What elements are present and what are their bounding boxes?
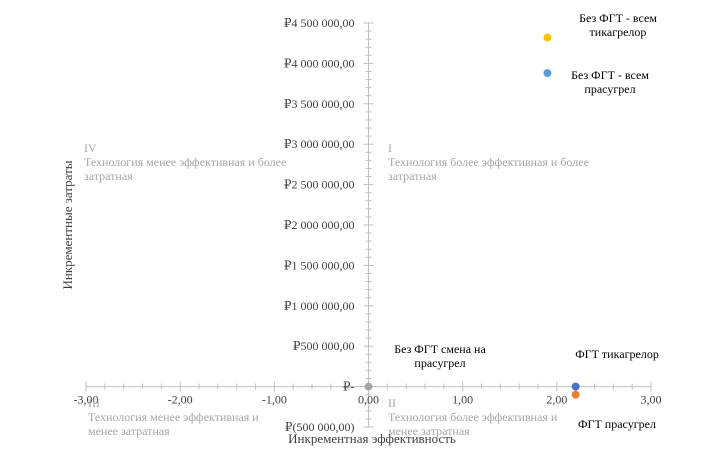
y-tick-label: ₽3 500 000,00 bbox=[284, 97, 355, 111]
quadrant-numeral: II bbox=[388, 396, 396, 410]
point-label: Без ФГТ смена на прасугрел bbox=[394, 342, 486, 370]
x-tick-label: -1,00 bbox=[262, 393, 287, 407]
x-tick-label: 0,00 bbox=[358, 393, 379, 407]
scatter-point bbox=[364, 382, 373, 391]
axes bbox=[85, 22, 652, 428]
y-axis-label: Инкрементные затраты bbox=[60, 160, 75, 289]
quadrant-numeral: III bbox=[88, 396, 100, 410]
y-tick-label: ₽2 500 000,00 bbox=[284, 178, 355, 192]
x-tick-label: -3,00 bbox=[74, 393, 99, 407]
y-tick-label: ₽4 500 000,00 bbox=[284, 16, 355, 30]
scatter-point bbox=[543, 33, 552, 42]
y-tick-labels: ₽4 500 000,00 ₽4 000 000,00 ₽3 500 000,00 ₽… bbox=[284, 16, 355, 434]
x-tick-label: -2,00 bbox=[168, 393, 193, 407]
quadrant-text: Технология более эффективная и более затр… bbox=[388, 155, 589, 183]
quadrant-numeral: I bbox=[388, 141, 392, 155]
y-tick-label: ₽1 500 000,00 bbox=[284, 258, 355, 272]
y-tick-label: ₽4 000 000,00 bbox=[284, 56, 355, 70]
quadrant-text: Технология менее эффективная и более затр… bbox=[84, 155, 286, 183]
data-point-2: Без ФГТ - всем прасугрел bbox=[543, 68, 649, 96]
data-point-4: ФГТ тикагрелор bbox=[571, 347, 659, 391]
quadrant-text: Технология более эффективная и менее затр… bbox=[388, 410, 558, 438]
x-tick-label: 2,00 bbox=[546, 393, 567, 407]
quadrant-numeral: IV bbox=[84, 141, 97, 155]
data-point-3: Без ФГТ смена на прасугрел bbox=[364, 342, 486, 391]
y-tick-label: ₽- bbox=[343, 380, 355, 394]
x-tick-label: 1,00 bbox=[452, 393, 473, 407]
point-label: Без ФГТ - всем прасугрел bbox=[571, 68, 649, 96]
x-axis-label: Инкрементная эффективность bbox=[288, 431, 456, 446]
y-tick-label: ₽500 000,00 bbox=[293, 339, 355, 353]
point-label: ФГТ прасугрел bbox=[578, 417, 656, 431]
data-point-5: ФГТ прасугрел bbox=[571, 390, 656, 431]
y-tick-label: ₽(500 000,00) bbox=[285, 420, 355, 434]
scatter-point bbox=[571, 382, 580, 391]
quadrant-text: Технология менее эффективная и менее затр… bbox=[88, 410, 259, 438]
y-tick-label: ₽1 000 000,00 bbox=[284, 299, 355, 313]
data-point-1: Без ФГТ - всем тикагрелор bbox=[543, 11, 657, 42]
point-label: ФГТ тикагрелор bbox=[575, 347, 659, 361]
point-label: Без ФГТ - всем тикагрелор bbox=[579, 11, 657, 39]
y-tick-label: ₽3 000 000,00 bbox=[284, 137, 355, 151]
x-tick-label: 3,00 bbox=[641, 393, 662, 407]
x-tick-labels: -3,00 -2,00 -1,00 0,00 1,00 2,00 3,00 bbox=[74, 393, 662, 407]
data-points: Без ФГТ - всем тикагрелор Без ФГТ - всем пр… bbox=[364, 11, 659, 431]
scatter-point bbox=[543, 69, 552, 78]
scatter-point bbox=[571, 390, 580, 399]
y-tick-label: ₽2 000 000,00 bbox=[284, 218, 355, 232]
